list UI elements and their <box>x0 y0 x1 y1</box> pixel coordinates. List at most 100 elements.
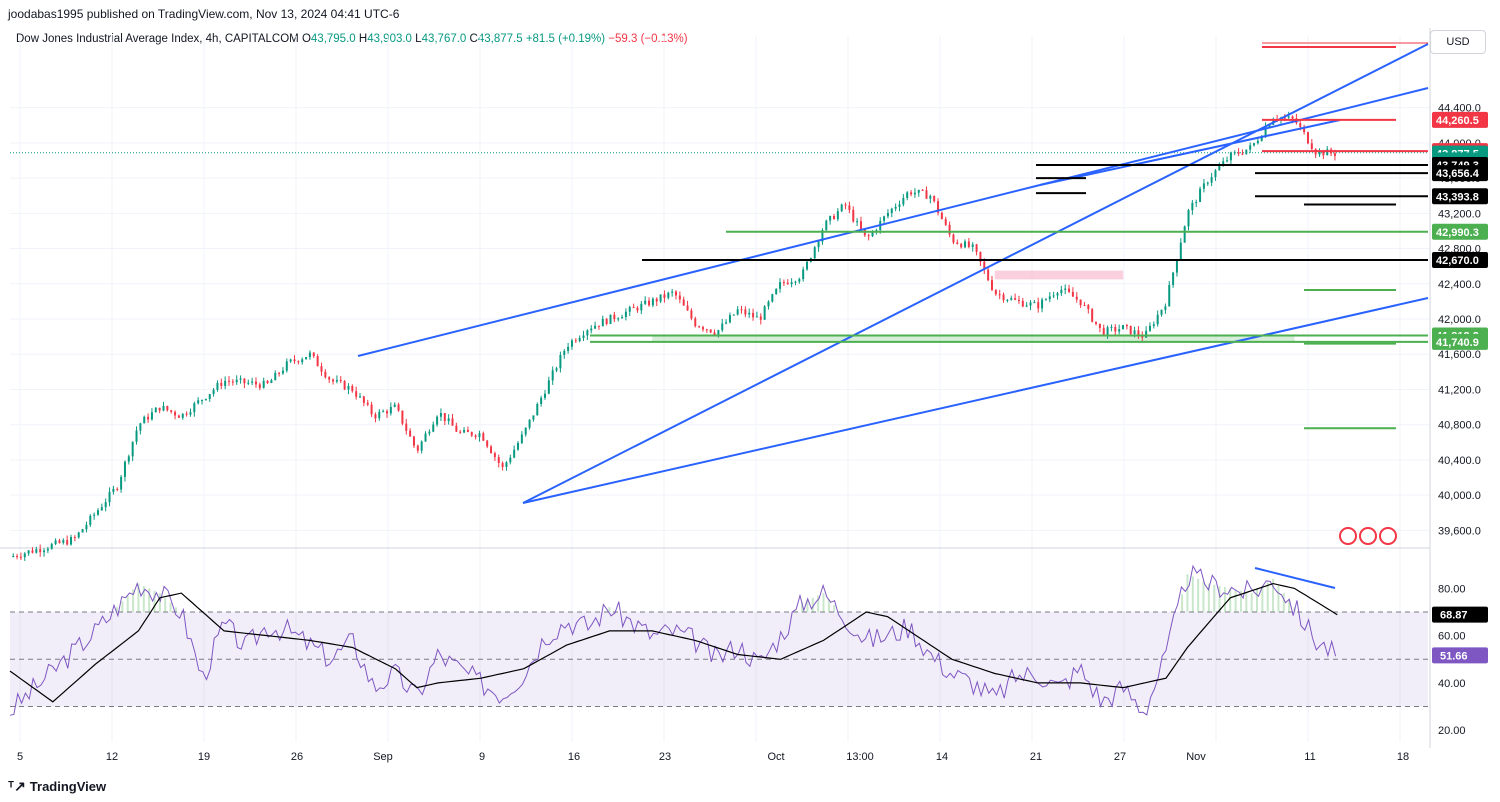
candle-body <box>1148 325 1151 331</box>
candle-body <box>189 412 192 415</box>
candle-body <box>455 425 458 432</box>
rsi-ma-line <box>9 582 1338 703</box>
candle-body <box>1245 149 1248 154</box>
candle-body <box>1264 127 1267 137</box>
candle-body <box>478 433 481 438</box>
candle-body <box>671 291 674 293</box>
candle-body <box>520 434 523 444</box>
candle-body <box>258 384 261 388</box>
candle-body <box>894 206 897 209</box>
candle-body <box>359 396 362 398</box>
currency-button[interactable]: USD <box>1430 30 1486 54</box>
candle-body <box>890 208 893 214</box>
candle-body <box>228 380 231 382</box>
candle-body <box>170 410 173 412</box>
candle-body <box>447 418 450 421</box>
candlestick-series <box>12 111 1336 561</box>
open-label: O <box>301 33 311 45</box>
candle-body <box>1044 299 1047 301</box>
candle-body <box>601 318 604 327</box>
candle-body <box>948 224 951 235</box>
candle-body <box>1287 116 1290 118</box>
candle-body <box>46 548 49 551</box>
candle-body <box>1233 152 1236 154</box>
candle-body <box>790 282 793 285</box>
candle-body <box>439 413 442 417</box>
candle-body <box>728 315 731 323</box>
candle-body <box>1064 288 1067 290</box>
candle-body <box>867 235 870 237</box>
candle-body <box>1237 152 1240 154</box>
high-value: 43,903.0 <box>367 33 412 45</box>
candle-body <box>420 441 423 451</box>
candle-body <box>1006 299 1009 301</box>
candle-body <box>328 377 331 380</box>
candle-body <box>343 381 346 390</box>
candle-body <box>23 553 26 558</box>
candle-body <box>844 204 847 206</box>
candle-body <box>852 209 855 222</box>
candle-body <box>929 195 932 199</box>
rsi-band-fill <box>10 612 1428 707</box>
candle-body <box>952 234 955 243</box>
candle-body <box>898 204 901 207</box>
candle-body <box>609 314 612 324</box>
candle-body <box>216 382 219 390</box>
candle-body <box>682 299 685 306</box>
candle-body <box>197 400 200 404</box>
rsi-value-tag <box>1432 647 1488 664</box>
candle-body <box>960 243 963 248</box>
candle-body <box>1079 299 1082 306</box>
candle-body <box>964 241 967 248</box>
candle-body <box>732 314 735 316</box>
candle-body <box>1037 302 1040 309</box>
price-tag <box>1432 252 1488 269</box>
candle-body <box>274 372 277 381</box>
candle-body <box>308 352 311 358</box>
candle-body <box>89 515 92 525</box>
candle-body <box>66 540 69 545</box>
time-tick-label: 19 <box>198 751 210 763</box>
candle-body <box>563 350 566 355</box>
candle-body <box>1222 161 1225 167</box>
time-tick-label: 14 <box>936 751 948 763</box>
candle-body <box>1091 309 1094 322</box>
candle-body <box>19 556 22 558</box>
candle-body <box>944 219 947 225</box>
candle-body <box>123 461 126 477</box>
candle-body <box>782 282 785 284</box>
candle-body <box>1098 323 1101 328</box>
candle-body <box>1226 160 1229 162</box>
candle-body <box>405 423 408 431</box>
candle-body <box>135 430 138 442</box>
candle-body <box>1195 202 1198 204</box>
candle-body <box>177 415 180 418</box>
candle-body <box>362 396 365 403</box>
candle-body <box>181 413 184 418</box>
candle-body <box>690 310 693 319</box>
time-tick-label: 11 <box>1304 751 1315 763</box>
rsi-divergence-line <box>1254 567 1336 589</box>
candle-body <box>201 399 204 401</box>
candle-body <box>35 549 38 553</box>
candle-body <box>717 330 720 335</box>
candle-body <box>409 430 412 437</box>
rsi-tick-label: 40.00 <box>1438 678 1466 690</box>
price-tag <box>1432 188 1488 205</box>
candle-body <box>1152 324 1155 326</box>
candle-body <box>12 556 15 558</box>
candle-body <box>759 316 762 320</box>
candle-body <box>736 309 739 315</box>
candle-body <box>825 220 828 231</box>
candle-body <box>1218 166 1221 171</box>
candle-body <box>1041 299 1044 309</box>
candle-body <box>678 295 681 300</box>
candle-body <box>505 462 508 468</box>
candle-body <box>154 407 157 413</box>
candle-body <box>1175 259 1178 273</box>
price-tag-label: 44,260.5 <box>1436 115 1479 127</box>
candle-body <box>937 201 940 213</box>
open-value: 43,795.0 <box>310 33 356 45</box>
candle-body <box>570 340 573 347</box>
